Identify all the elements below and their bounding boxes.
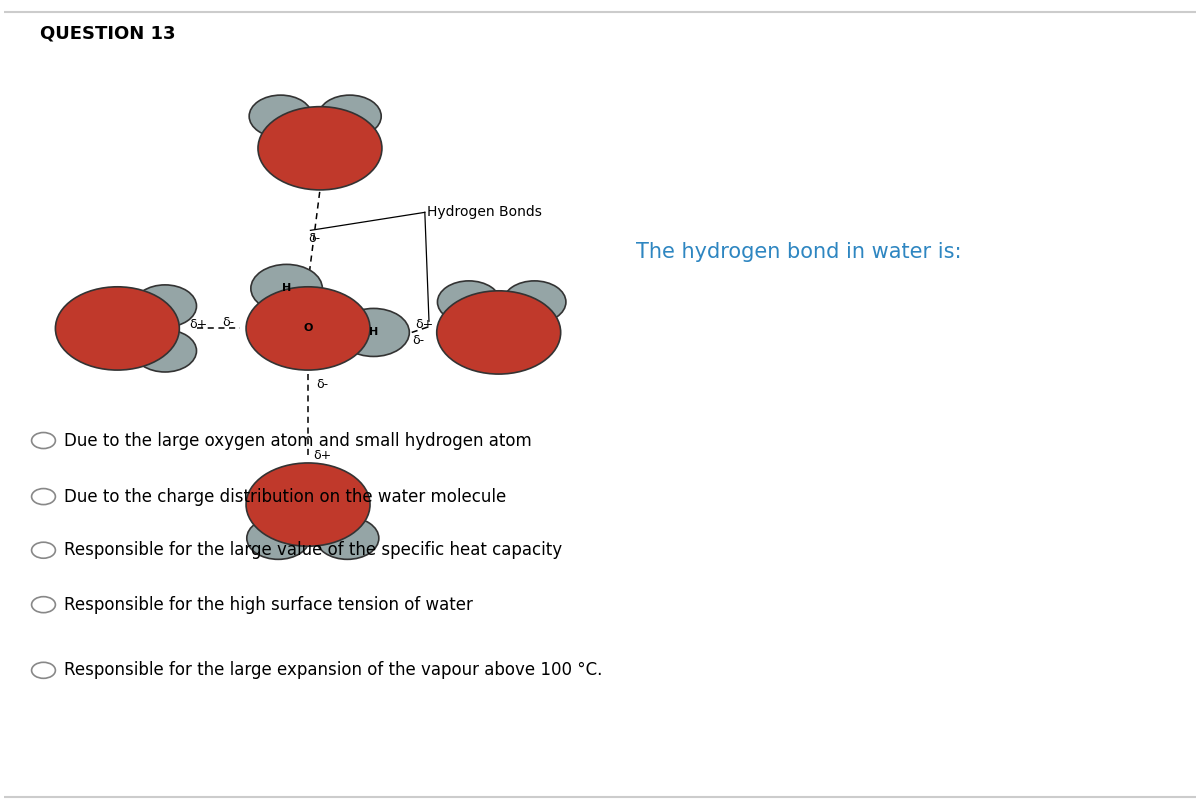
Circle shape bbox=[31, 542, 55, 558]
Circle shape bbox=[31, 597, 55, 612]
Text: The hydrogen bond in water is:: The hydrogen bond in water is: bbox=[636, 243, 961, 262]
Text: H: H bbox=[282, 283, 292, 294]
Circle shape bbox=[437, 290, 560, 374]
Text: Responsible for the large expansion of the vapour above 100 °C.: Responsible for the large expansion of t… bbox=[64, 661, 602, 680]
Text: δ-: δ- bbox=[413, 334, 425, 347]
Text: δ+: δ+ bbox=[415, 318, 433, 331]
Text: Due to the large oxygen atom and small hydrogen atom: Due to the large oxygen atom and small h… bbox=[64, 431, 532, 450]
Circle shape bbox=[31, 489, 55, 505]
Text: δ-: δ- bbox=[222, 316, 234, 328]
Circle shape bbox=[250, 95, 312, 138]
Text: QUESTION 13: QUESTION 13 bbox=[40, 24, 175, 42]
Circle shape bbox=[133, 285, 197, 327]
Circle shape bbox=[246, 287, 370, 370]
Text: Due to the charge distribution on the water molecule: Due to the charge distribution on the wa… bbox=[64, 488, 506, 506]
Circle shape bbox=[503, 281, 566, 323]
Circle shape bbox=[258, 107, 382, 190]
Text: O: O bbox=[304, 324, 313, 333]
Text: δ-: δ- bbox=[317, 378, 329, 391]
Circle shape bbox=[247, 517, 310, 559]
Circle shape bbox=[55, 287, 179, 370]
Text: δ+: δ+ bbox=[313, 448, 331, 462]
Circle shape bbox=[318, 95, 382, 138]
Text: δ+: δ+ bbox=[188, 318, 208, 331]
Circle shape bbox=[31, 433, 55, 448]
Circle shape bbox=[338, 308, 409, 357]
Circle shape bbox=[251, 265, 323, 312]
Text: Hydrogen Bonds: Hydrogen Bonds bbox=[427, 205, 542, 219]
Circle shape bbox=[133, 330, 197, 372]
Circle shape bbox=[246, 463, 370, 546]
Text: δ-: δ- bbox=[308, 232, 320, 245]
Text: Responsible for the high surface tension of water: Responsible for the high surface tension… bbox=[64, 595, 473, 614]
Circle shape bbox=[316, 517, 379, 559]
Circle shape bbox=[438, 281, 500, 323]
Text: Responsible for the large value of the specific heat capacity: Responsible for the large value of the s… bbox=[64, 541, 562, 559]
Circle shape bbox=[31, 663, 55, 678]
Text: H: H bbox=[368, 328, 378, 337]
Text: δ+: δ+ bbox=[266, 296, 284, 309]
